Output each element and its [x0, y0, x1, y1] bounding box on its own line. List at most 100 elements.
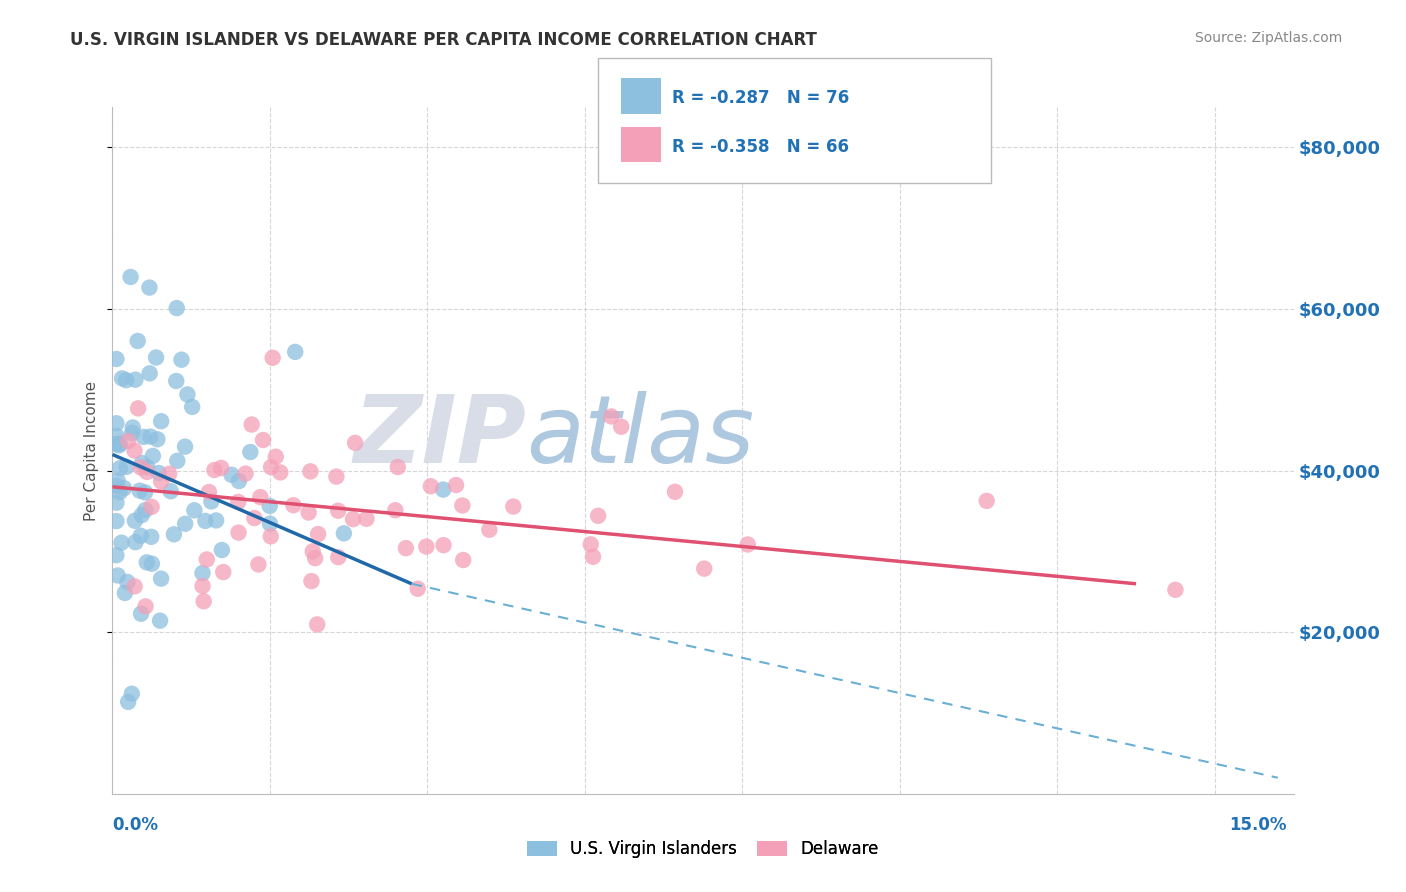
Point: [124, 514, 146, 528]
Point: [135, 465, 157, 479]
Point: [145, 351, 167, 365]
Point: [200, 494, 222, 508]
Point: [129, 460, 152, 475]
Point: [356, 512, 378, 526]
Point: [105, 548, 128, 562]
Point: [384, 503, 406, 517]
Point: [105, 417, 128, 431]
Point: [115, 459, 138, 474]
Point: [228, 525, 250, 540]
Text: atlas: atlas: [526, 392, 754, 483]
Point: [128, 483, 150, 498]
Point: [139, 430, 162, 444]
Text: R = -0.358   N = 66: R = -0.358 N = 66: [672, 138, 849, 156]
Point: [163, 527, 186, 541]
Point: [138, 280, 160, 294]
Point: [582, 549, 605, 564]
Point: [395, 541, 418, 556]
Point: [174, 440, 197, 454]
Point: [415, 540, 437, 554]
Point: [131, 508, 153, 522]
Point: [194, 514, 217, 528]
Point: [344, 436, 367, 450]
Point: [228, 474, 250, 488]
Point: [205, 513, 228, 527]
Point: [131, 456, 153, 470]
Point: [108, 436, 131, 450]
Point: [166, 454, 188, 468]
Point: [304, 551, 326, 566]
Point: [115, 373, 138, 387]
Point: [262, 351, 284, 365]
Point: [502, 500, 524, 514]
Point: [191, 579, 214, 593]
Y-axis label: Per Capita Income: Per Capita Income: [84, 380, 100, 521]
Point: [328, 550, 350, 565]
Legend: U.S. Virgin Islanders, Delaware: U.S. Virgin Islanders, Delaware: [520, 833, 886, 864]
Point: [239, 445, 262, 459]
Point: [299, 464, 322, 478]
Point: [195, 552, 218, 566]
Point: [157, 467, 180, 481]
Point: [141, 530, 163, 544]
Point: [127, 334, 149, 348]
Point: [269, 466, 291, 480]
Point: [221, 467, 243, 482]
Point: [105, 479, 128, 493]
Point: [141, 500, 163, 514]
Point: [120, 270, 142, 285]
Text: 0.0%: 0.0%: [112, 816, 159, 834]
Point: [111, 371, 134, 385]
Point: [165, 374, 187, 388]
Point: [419, 479, 441, 493]
Point: [134, 503, 156, 517]
Point: [451, 553, 474, 567]
Point: [198, 485, 221, 500]
Point: [149, 614, 172, 628]
Point: [283, 498, 305, 512]
Point: [170, 352, 193, 367]
Point: [183, 503, 205, 517]
Point: [284, 345, 307, 359]
Point: [135, 555, 157, 569]
Point: [333, 526, 356, 541]
Point: [129, 529, 152, 543]
Point: [249, 490, 271, 504]
Point: [107, 474, 129, 488]
Point: [610, 419, 633, 434]
Point: [301, 574, 323, 588]
Point: [181, 400, 204, 414]
Point: [387, 460, 409, 475]
Point: [342, 512, 364, 526]
Point: [117, 434, 139, 448]
Point: [301, 544, 323, 558]
Point: [121, 420, 143, 434]
Point: [432, 538, 454, 552]
Point: [105, 437, 128, 451]
Text: U.S. VIRGIN ISLANDER VS DELAWARE PER CAPITA INCOME CORRELATION CHART: U.S. VIRGIN ISLANDER VS DELAWARE PER CAP…: [70, 31, 817, 49]
Point: [259, 516, 281, 531]
Point: [600, 409, 623, 424]
Point: [586, 508, 609, 523]
Point: [444, 478, 467, 492]
Point: [146, 432, 169, 446]
Point: [693, 561, 716, 575]
Point: [226, 495, 249, 509]
Point: [124, 373, 146, 387]
Point: [174, 516, 197, 531]
Point: [124, 443, 146, 458]
Point: [406, 582, 429, 596]
Point: [108, 485, 131, 500]
Point: [150, 414, 173, 428]
Point: [451, 499, 474, 513]
Text: R = -0.287   N = 76: R = -0.287 N = 76: [672, 89, 849, 107]
Point: [117, 695, 139, 709]
Point: [204, 463, 226, 477]
Point: [212, 565, 235, 579]
Point: [141, 557, 163, 571]
Point: [105, 351, 128, 366]
Point: [159, 484, 181, 499]
Point: [298, 506, 321, 520]
Point: [247, 558, 270, 572]
Point: [664, 484, 686, 499]
